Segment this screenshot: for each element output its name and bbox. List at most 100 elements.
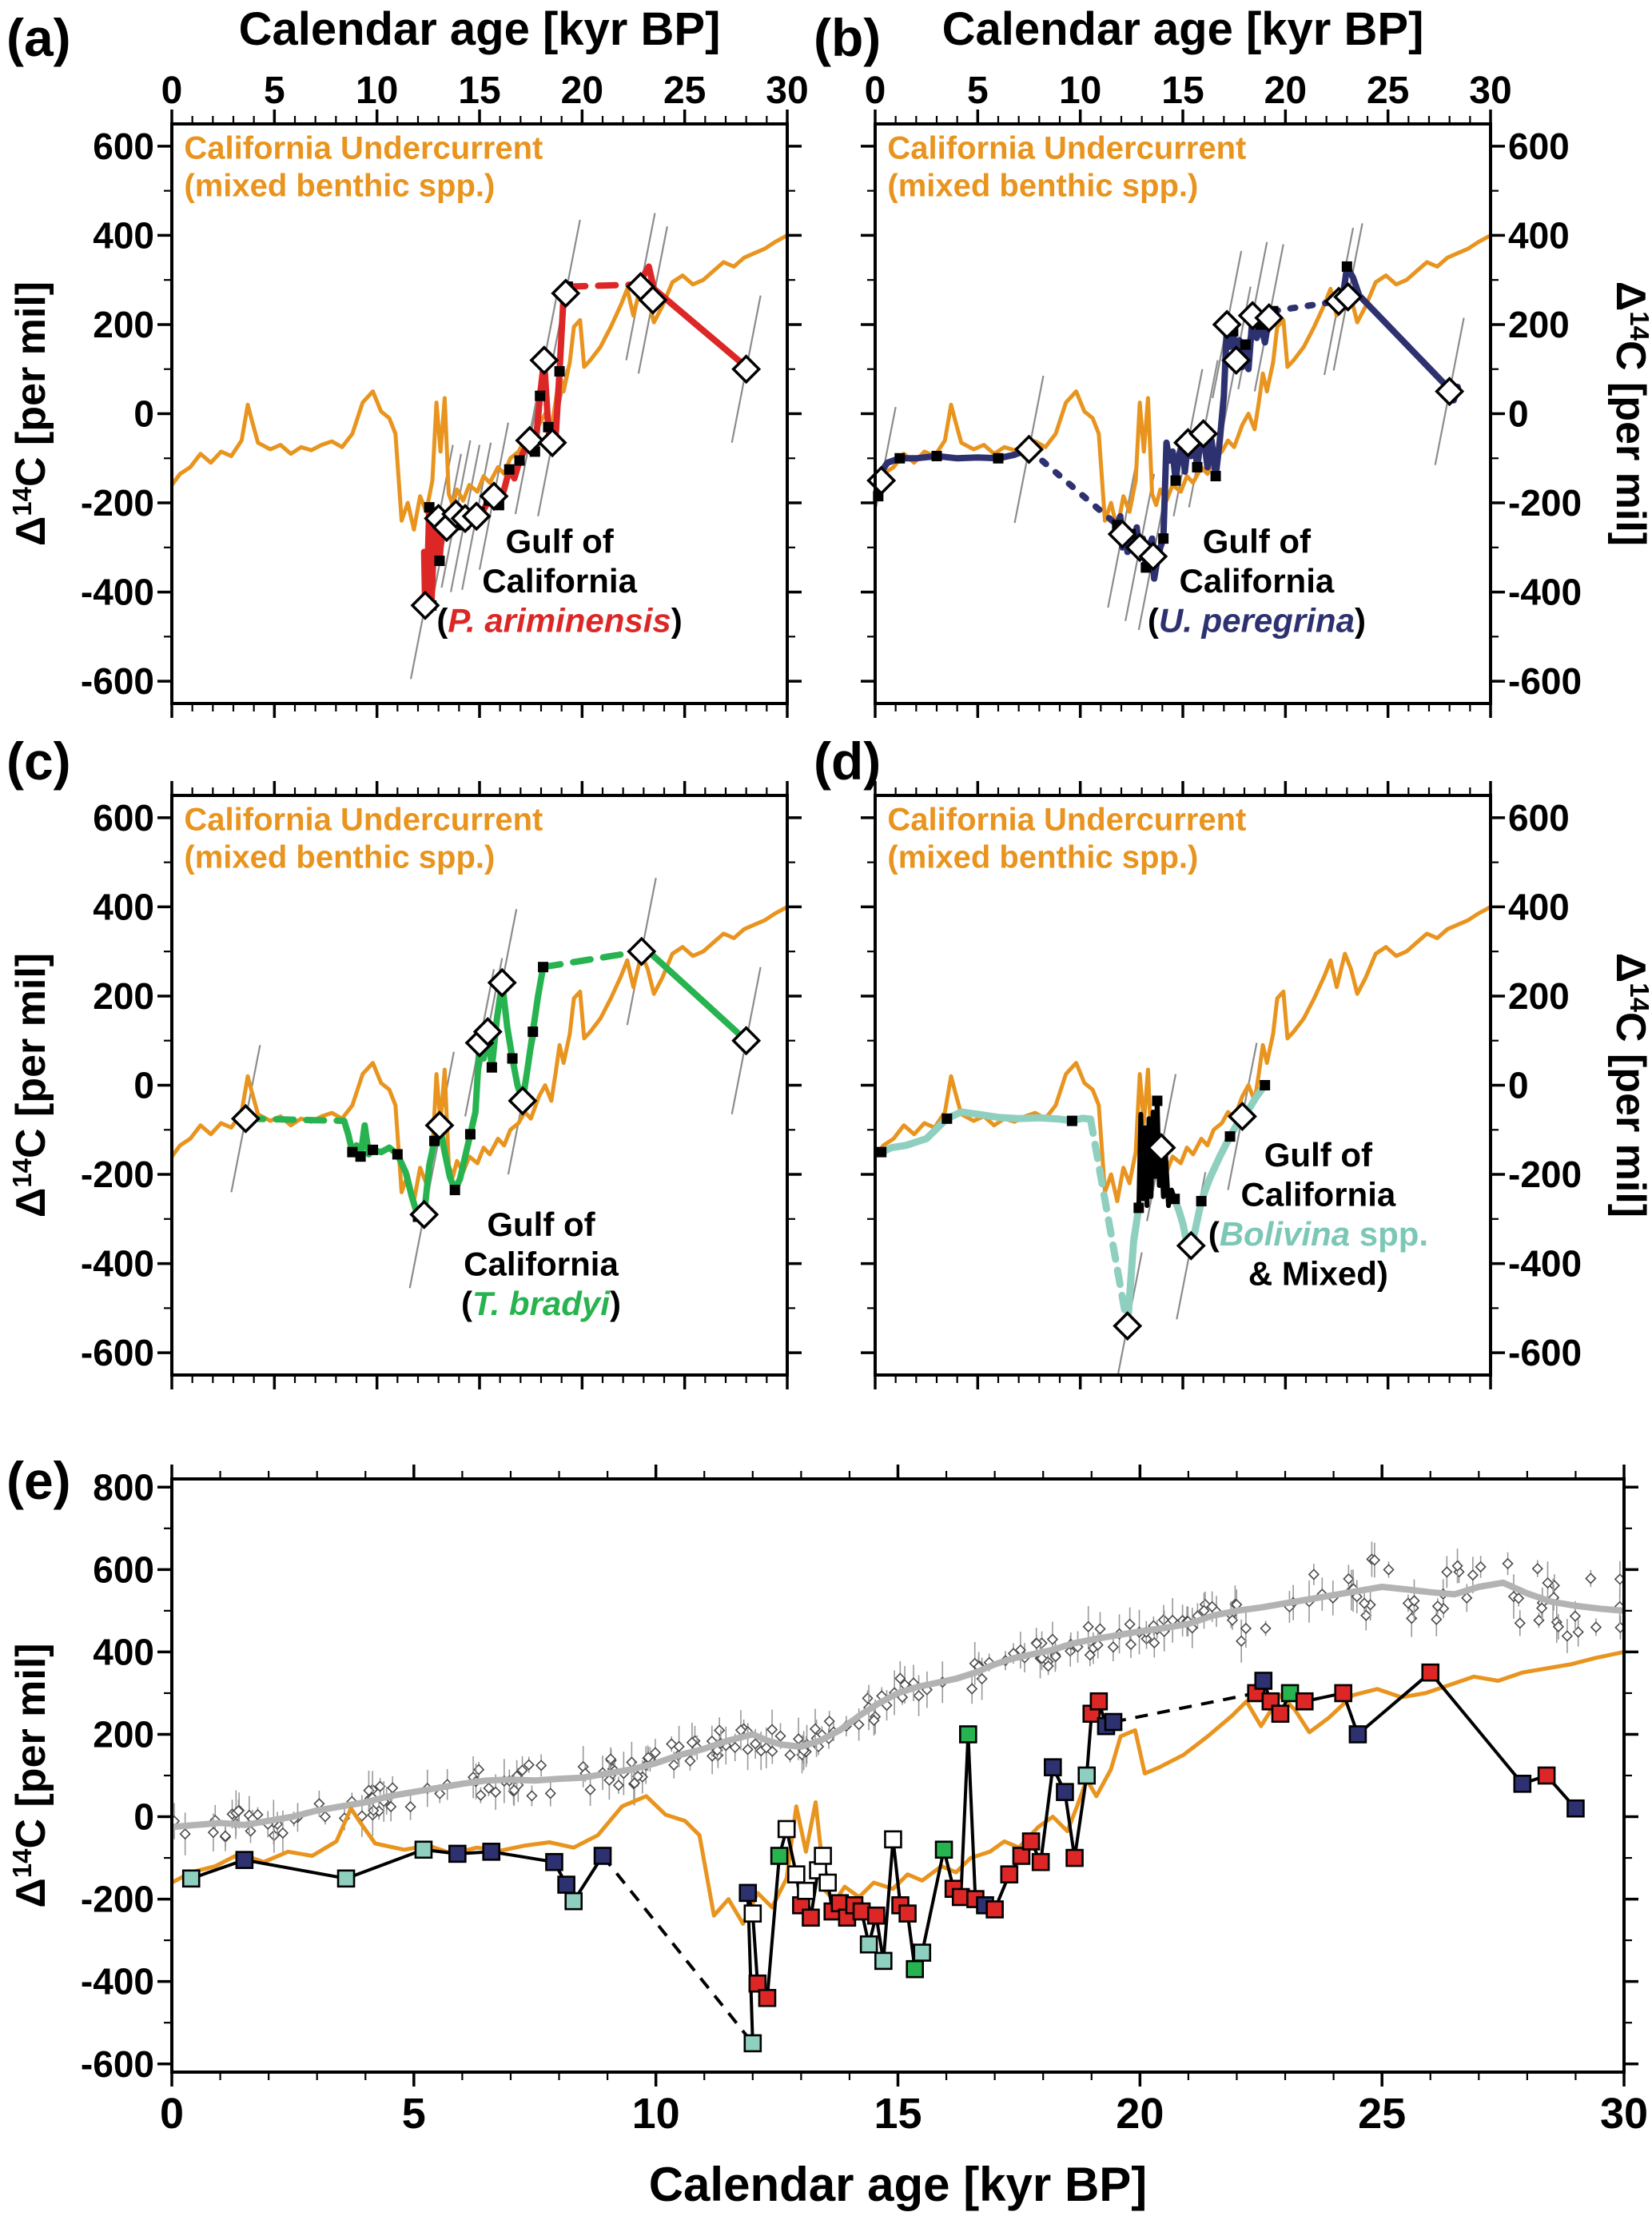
svg-text:30: 30 <box>766 70 808 112</box>
axis-ticks <box>861 781 1505 1389</box>
svg-text:5: 5 <box>402 2090 426 2138</box>
annotation-text: California <box>482 562 637 600</box>
y-axis-title: Δ14C [per mil] <box>1607 953 1652 1218</box>
svg-text:-600: -600 <box>81 2043 154 2085</box>
svg-text:600: 600 <box>1508 797 1570 839</box>
svg-text:20: 20 <box>1116 2090 1164 2138</box>
annotation-text: California <box>1241 1176 1396 1214</box>
svg-text:-200: -200 <box>81 1879 154 1920</box>
annotation-text: (P. ariminensis) <box>436 602 682 640</box>
svg-text:600: 600 <box>93 1548 154 1590</box>
annotation-text: (U. peregrina) <box>1148 602 1366 640</box>
panel-d-chart: -600 -400 -200 0 200 400 600 (d) Δ14C [per mil] C… <box>814 731 1652 1389</box>
annotation-text: California Undercurrent <box>887 131 1246 166</box>
annotation-text: (Bolivina spp. <box>1208 1215 1428 1253</box>
svg-text:25: 25 <box>663 70 706 112</box>
svg-text:0: 0 <box>133 1796 154 1838</box>
paired-date-diamonds <box>1113 1102 1257 1341</box>
axis-tick-labels: -600 -400 -200 0 200 400 600 <box>1508 797 1582 1373</box>
annotation-text: California <box>1180 562 1335 600</box>
svg-text:0: 0 <box>1508 393 1529 435</box>
raw-date-squares <box>876 1080 1271 1214</box>
svg-text:Calendar age [kyr BP]: Calendar age [kyr BP] <box>239 3 721 55</box>
svg-text:400: 400 <box>1508 887 1570 928</box>
svg-text:20: 20 <box>1264 70 1307 112</box>
y-axis-title: Δ14C [per mil] <box>1607 281 1652 546</box>
svg-text:(a): (a) <box>6 8 71 67</box>
svg-text:-400: -400 <box>81 572 154 613</box>
svg-text:30: 30 <box>1469 70 1511 112</box>
svg-text:15: 15 <box>458 70 500 112</box>
svg-text:0: 0 <box>161 70 183 112</box>
svg-text:20: 20 <box>561 70 603 112</box>
svg-text:15: 15 <box>874 2090 922 2138</box>
svg-text:200: 200 <box>1508 304 1570 345</box>
svg-text:10: 10 <box>1059 70 1101 112</box>
annotation-text: California Undercurrent <box>184 803 543 838</box>
svg-text:10: 10 <box>356 70 398 112</box>
svg-text:Calendar age [kyr BP]: Calendar age [kyr BP] <box>942 3 1424 55</box>
axis-tick-labels: -600 -400 -200 0 200 400 600 <box>81 797 154 1373</box>
axis-tick-labels: 0 5 10 15 20 25 30 -600 -400 -200 0 200 400 600 <box>865 70 1582 702</box>
svg-text:25: 25 <box>1367 70 1409 112</box>
annotation-text: Gulf of <box>487 1206 595 1243</box>
series-california-undercurrent <box>172 233 787 532</box>
axis-ticks <box>157 110 802 718</box>
svg-text:-400: -400 <box>1508 572 1582 613</box>
svg-text:200: 200 <box>93 304 154 345</box>
annotation-text: (mixed benthic spp.) <box>887 840 1198 875</box>
annotation-text: (mixed benthic spp.) <box>887 169 1198 204</box>
svg-text:15: 15 <box>1161 70 1204 112</box>
series-mixed-benthic-black <box>1136 1098 1177 1210</box>
svg-text:200: 200 <box>93 1714 154 1756</box>
svg-text:800: 800 <box>93 1466 154 1508</box>
annotation-text: California Undercurrent <box>184 131 543 166</box>
y-axis-title: Δ14C [per mil] <box>7 953 54 1218</box>
svg-text:200: 200 <box>1508 975 1570 1017</box>
panel-e-chart: 0 5 10 15 20 25 30 -600 -400 -200 0 200 400 600 800 Cal… <box>6 1451 1648 2211</box>
y-axis-title: Δ14C [per mil] <box>7 1643 54 1907</box>
axis-ticks <box>157 1465 1638 2087</box>
svg-text:-600: -600 <box>81 1332 154 1373</box>
series-california-undercurrent <box>875 904 1491 1203</box>
svg-text:400: 400 <box>93 1632 154 1673</box>
svg-text:200: 200 <box>93 975 154 1017</box>
svg-text:-600: -600 <box>81 660 154 702</box>
svg-text:400: 400 <box>93 887 154 928</box>
svg-text:10: 10 <box>632 2090 680 2138</box>
svg-text:600: 600 <box>93 797 154 839</box>
axis-ticks <box>157 781 802 1389</box>
svg-text:0: 0 <box>160 2090 184 2138</box>
svg-text:-200: -200 <box>81 482 154 524</box>
paired-date-diamonds <box>230 936 762 1230</box>
plot-frame <box>170 1477 1626 2074</box>
annotation-text: & Mixed) <box>1248 1255 1388 1293</box>
annotation-text: (T. bradyi) <box>461 1285 621 1322</box>
paired-date-diamonds <box>410 272 762 620</box>
svg-text:0: 0 <box>865 70 886 112</box>
panel-b-chart: 0 5 10 15 20 25 30 -600 -400 -200 0 200 400 600 Calend… <box>814 3 1652 718</box>
axis-ticks <box>861 110 1505 718</box>
axis-tick-labels: 0 5 10 15 20 25 30 -600 -400 -200 0 200 400 600 <box>81 70 809 702</box>
annotation-text: Gulf of <box>1203 523 1312 560</box>
svg-text:Calendar age [kyr BP]: Calendar age [kyr BP] <box>649 2158 1148 2211</box>
axis-tick-labels: 0 5 10 15 20 25 30 -600 -400 -200 0 200 400 600 800 <box>81 1466 1648 2138</box>
annotation-text: Gulf of <box>1264 1136 1373 1174</box>
svg-text:-400: -400 <box>81 1961 154 2003</box>
svg-text:-600: -600 <box>1508 1332 1582 1373</box>
svg-text:-200: -200 <box>1508 482 1582 524</box>
annotation-text: (mixed benthic spp.) <box>184 169 495 204</box>
svg-text:400: 400 <box>93 215 154 257</box>
panel-c-chart: -600 -400 -200 0 200 400 600 (c) Δ14C [per mil] C… <box>6 731 802 1389</box>
plot-area <box>172 877 787 1289</box>
svg-text:-400: -400 <box>1508 1243 1582 1285</box>
svg-text:-200: -200 <box>81 1154 154 1195</box>
svg-text:0: 0 <box>133 393 154 435</box>
series-u-peregrina <box>875 263 1461 582</box>
svg-text:(c): (c) <box>6 731 71 791</box>
svg-text:30: 30 <box>1600 2090 1648 2138</box>
gulf-combined-markers <box>181 1663 1585 2053</box>
panel-a-chart: 0 5 10 15 20 25 30 -600 -400 -200 0 200 400 600 Calend… <box>6 3 809 718</box>
svg-text:(e): (e) <box>6 1451 71 1510</box>
